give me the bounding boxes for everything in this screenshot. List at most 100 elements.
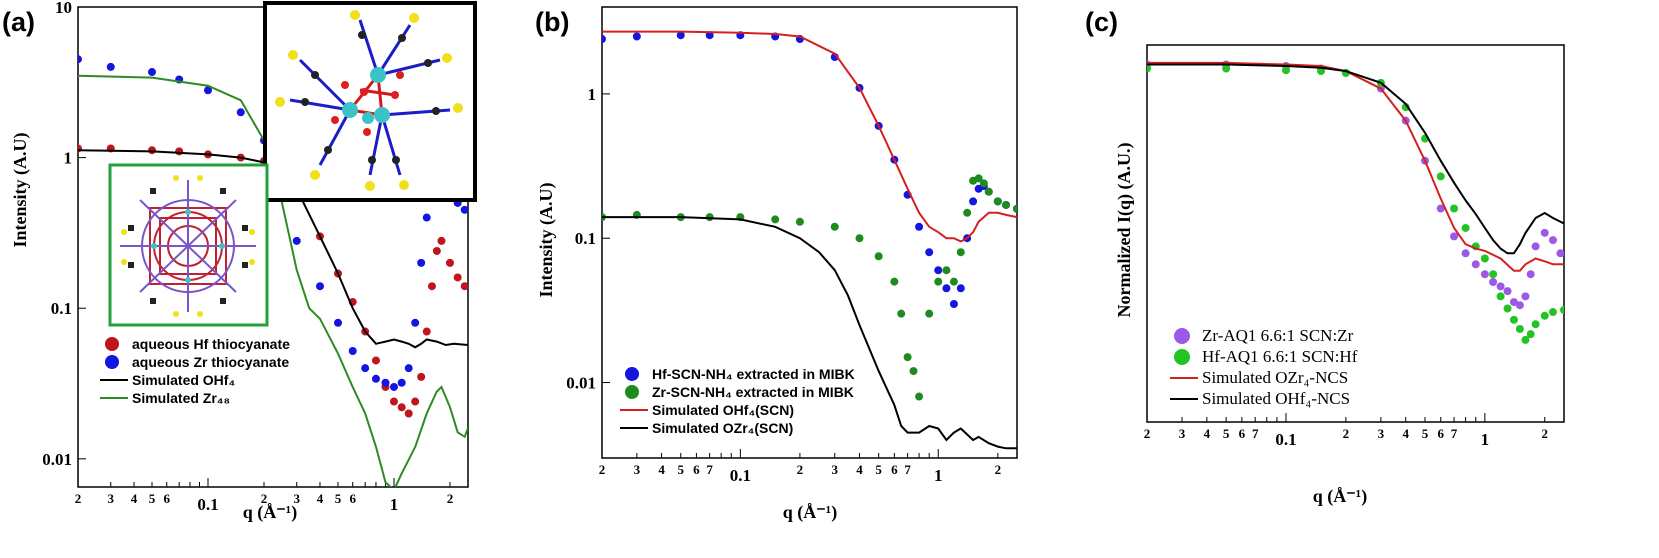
data-point	[915, 392, 924, 401]
data-point	[148, 146, 157, 155]
plot-frame	[1146, 44, 1565, 423]
data-point	[1461, 223, 1470, 232]
plot-frame	[601, 6, 1018, 459]
data-point	[175, 147, 184, 156]
panel-a-xlabel: q (Å⁻¹)	[243, 502, 297, 523]
legend-label: Simulated OHf₄	[132, 372, 235, 388]
x-tick-label: 3	[293, 491, 300, 506]
x-tick-label: 4	[1402, 426, 1409, 441]
data-point	[1521, 335, 1530, 344]
y-tick-label: 10	[55, 0, 72, 17]
data-point	[204, 86, 212, 95]
panel-a-ylabel: Intensity (A.U)	[10, 132, 31, 247]
data-point	[1496, 292, 1505, 301]
legend-marker-swatch	[105, 337, 119, 351]
data-point	[1147, 64, 1151, 73]
data-point	[78, 144, 82, 153]
panel-b-plot: 2 3 4 5 6 7 0.1 2 3 4 5 6 7 1 210.10.01	[566, 6, 1018, 485]
data-point	[949, 300, 958, 309]
data-point	[1436, 204, 1445, 213]
data-point	[106, 62, 115, 71]
x-tick-label: 2	[75, 491, 82, 506]
x-tick-label: 6	[693, 462, 700, 477]
series-line	[78, 149, 468, 349]
data-point	[460, 205, 468, 214]
data-point	[371, 374, 380, 383]
data-point	[1531, 320, 1540, 329]
data-point	[1471, 260, 1480, 269]
x-tick-label: 5	[875, 462, 882, 477]
data-point	[830, 222, 839, 231]
data-point	[1526, 270, 1535, 279]
data-point	[969, 197, 978, 206]
x-tick-label: 6	[1239, 426, 1246, 441]
data-point	[427, 282, 436, 291]
data-point	[1560, 305, 1564, 314]
data-point	[1556, 249, 1564, 258]
x-tick-label: 2	[1343, 426, 1350, 441]
data-point	[371, 356, 380, 365]
data-point	[292, 236, 301, 245]
x-tick-label: 3	[108, 491, 115, 506]
data-point	[1509, 298, 1518, 307]
data-point	[1515, 324, 1524, 333]
series-line	[78, 74, 468, 487]
data-point	[1540, 228, 1549, 237]
data-point	[348, 346, 357, 355]
data-point	[1450, 204, 1459, 213]
data-point	[389, 397, 398, 406]
data-point	[411, 318, 420, 327]
data-point	[1489, 270, 1498, 279]
panel-c-xlabel: q (Å⁻¹)	[1313, 486, 1367, 507]
data-point	[417, 258, 426, 267]
data-point	[925, 248, 934, 257]
x-tick-label: 3	[634, 462, 641, 477]
data-point	[602, 35, 606, 44]
data-point	[915, 222, 924, 231]
data-point	[890, 277, 899, 286]
data-point	[1548, 308, 1557, 317]
series-line	[1147, 61, 1564, 272]
legend-marker-swatch	[625, 385, 639, 399]
x-tick-label: 0.1	[197, 495, 218, 514]
legend-label: Simulated OHf₄-NCS	[1202, 389, 1350, 408]
data-point	[903, 353, 912, 362]
x-tick-label: 5	[1422, 426, 1429, 441]
panel-c-ylabel: Normalized I(q) (A.U.)	[1114, 143, 1135, 318]
y-tick-label: 0.01	[566, 374, 596, 393]
legend-marker-swatch	[105, 355, 119, 369]
x-tick-label: 3	[1179, 426, 1186, 441]
data-point	[404, 409, 413, 418]
series-line	[602, 30, 1017, 243]
data-point	[1013, 204, 1017, 213]
data-point	[417, 372, 426, 381]
legend-label: Simulated OZr₄-NCS	[1202, 368, 1348, 387]
data-point	[1515, 301, 1524, 310]
data-point	[897, 309, 906, 318]
data-point	[422, 327, 431, 336]
x-tick-label: 5	[149, 491, 156, 506]
panel-c-legend: Zr-AQ1 6.6:1 SCN:Zr Hf-AQ1 6.6:1 SCN:Hf Si…	[1170, 326, 1358, 408]
x-tick-label: 6	[891, 462, 898, 477]
data-point	[1526, 330, 1535, 339]
data-point	[1002, 200, 1011, 209]
data-point	[1531, 242, 1540, 251]
data-point	[404, 364, 413, 373]
data-point	[984, 187, 993, 196]
panel-c-plot: 2 3 4 5 6 7 0.1 2 3 4 5 6 7 1 2	[1144, 44, 1565, 449]
data-point	[1548, 236, 1557, 245]
x-tick-label: 4	[658, 462, 665, 477]
data-point	[397, 378, 406, 387]
x-tick-label: 2	[995, 462, 1002, 477]
legend-label: aqueous Zr thiocyanate	[132, 354, 289, 370]
data-point	[460, 282, 468, 291]
data-point	[453, 273, 462, 282]
data-point	[1480, 270, 1489, 279]
x-tick-label: 1	[1481, 430, 1490, 449]
panel-b: (b) Intensity (A.U) q (Å⁻¹) 2 3 4 5 6 7 0.1 2 3 4…	[535, 6, 1018, 523]
data-point	[1222, 64, 1231, 73]
data-point	[1450, 232, 1459, 241]
data-point	[956, 284, 965, 293]
